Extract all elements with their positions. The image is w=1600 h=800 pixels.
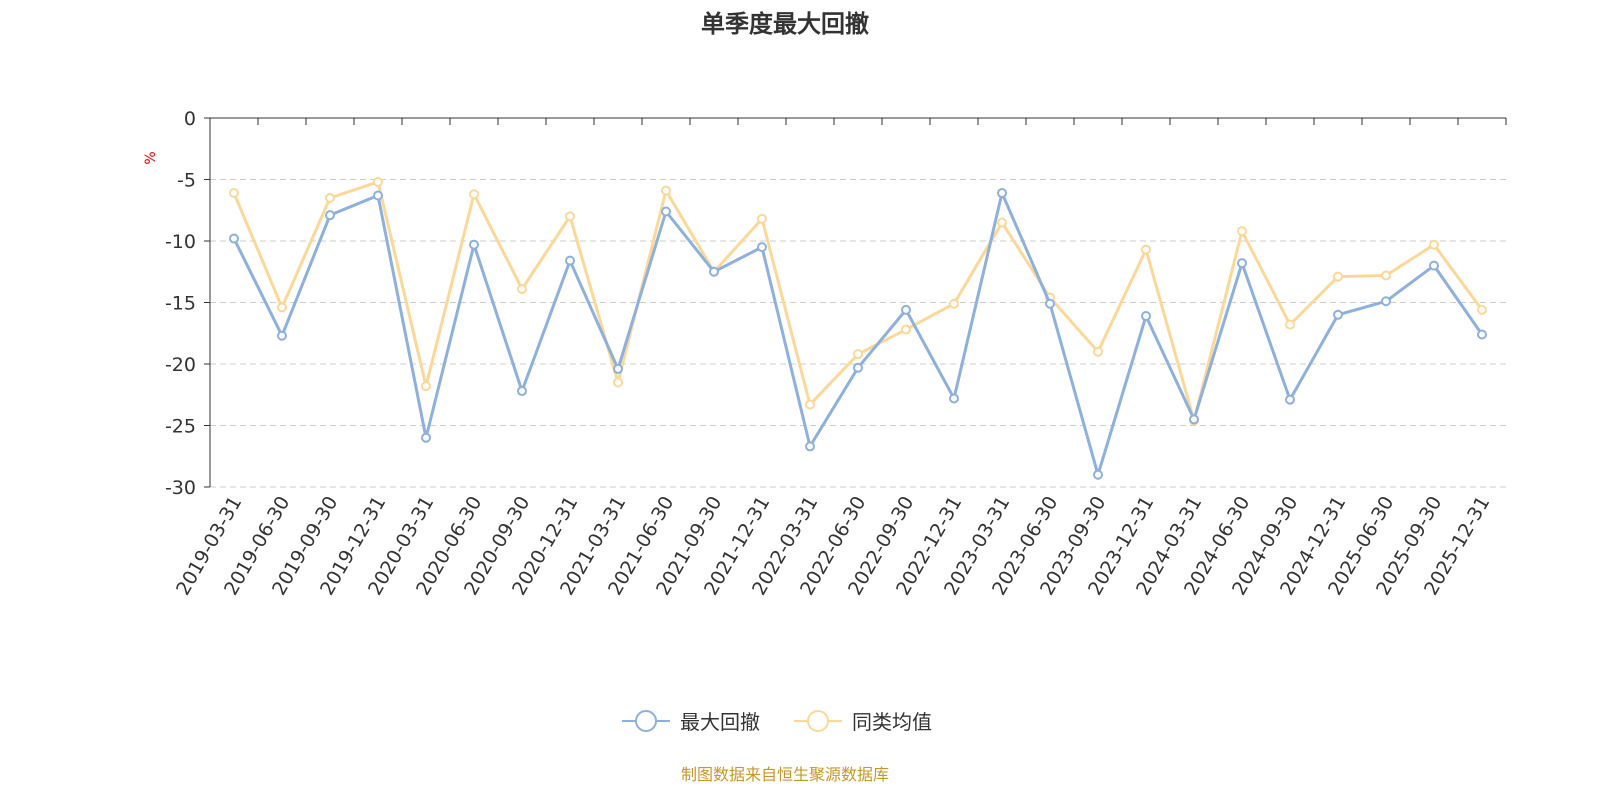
data-point [373,176,383,187]
data-point [565,255,575,266]
data-point [1141,244,1151,255]
data-point [805,441,815,452]
data-point [1285,319,1295,330]
data-point [613,363,623,374]
footer-source: 制图数据来自恒生聚源数据库 [681,765,889,784]
y-axis-label: % [143,151,159,164]
data-point [1477,304,1487,315]
data-point [1381,296,1391,307]
data-point [757,213,767,224]
legend-marker-icon [635,710,657,732]
data-point [421,381,431,392]
data-point [373,190,383,201]
y-tick-label: -5 [177,170,196,192]
data-point [277,330,287,341]
data-point [1237,258,1247,269]
data-point [1093,469,1103,480]
y-tick-label: 0 [184,108,196,130]
data-point [1141,311,1151,322]
series-line [232,188,1484,481]
data-point [1093,346,1103,357]
data-point [1477,329,1487,340]
data-point [949,393,959,404]
data-point [565,211,575,222]
legend-label: 最大回撤 [680,710,760,734]
data-point [901,324,911,335]
data-point [1381,270,1391,281]
data-point [277,302,287,313]
data-point [1429,260,1439,271]
data-point [805,399,815,410]
data-point [229,233,239,244]
data-point [229,188,239,199]
chart-title: 单季度最大回撤 [701,10,869,38]
y-tick-label: -25 [165,416,196,438]
data-point [1333,271,1343,282]
data-point [661,185,671,196]
data-point [421,432,431,443]
legend-marker-icon [807,710,829,732]
data-point [709,266,719,277]
data-point [1189,414,1199,425]
y-tick-label: -10 [165,231,196,253]
data-point [1237,226,1247,237]
data-point [325,210,335,221]
data-point [517,283,527,294]
data-point [613,377,623,388]
data-point [901,304,911,315]
y-tick-label: -15 [165,293,196,315]
data-point [1045,298,1055,309]
data-point [757,242,767,253]
data-point [997,188,1007,199]
data-point [1429,239,1439,250]
data-point [853,362,863,373]
y-tick-label: -20 [165,354,196,376]
data-point [949,298,959,309]
data-point [1285,394,1295,405]
data-point [325,192,335,203]
data-point [469,189,479,200]
data-point [997,217,1007,228]
data-point [517,386,527,397]
data-point [661,206,671,217]
data-point [853,349,863,360]
data-point [469,239,479,250]
legend-label: 同类均值 [852,710,932,734]
y-tick-label: -30 [165,477,196,499]
data-point [1333,309,1343,320]
